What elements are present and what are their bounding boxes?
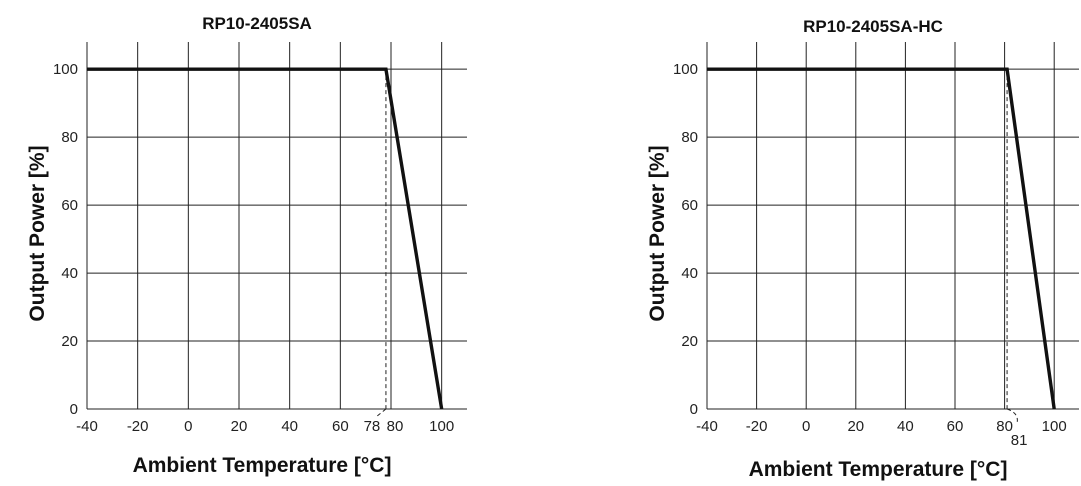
chart-1: RP10-2405SA -40 -20 0 20 40 60 80 100 0 20 40 60 80 10… <box>26 14 467 477</box>
x-tick-label: 40 <box>897 418 914 435</box>
y-tick-label: 60 <box>61 197 78 214</box>
x-tick-label: -20 <box>127 418 149 435</box>
x-tick-label: 60 <box>947 418 964 435</box>
annotation-leader <box>1006 408 1018 424</box>
x-tick-label: 80 <box>387 418 404 435</box>
chart-title: RP10-2405SA <box>202 14 312 33</box>
x-axis-label: Ambient Temperature [°C] <box>749 458 1008 481</box>
x-tick-label: 20 <box>231 418 248 435</box>
y-tick-label: 0 <box>70 401 78 418</box>
x-tick-label: 100 <box>1042 418 1067 435</box>
x-tick-label: 60 <box>332 418 349 435</box>
y-tick-label: 20 <box>61 333 78 350</box>
y-tick-label: 40 <box>61 265 78 282</box>
x-axis-label: Ambient Temperature [°C] <box>133 454 392 477</box>
x-tick-label: 80 <box>996 418 1013 435</box>
chart-2: RP10-2405SA-HC -40 -20 0 20 40 60 80 100 0 20 40 60 8… <box>646 17 1079 481</box>
y-axis-label: Output Power [%] <box>26 145 49 321</box>
x-tick-label: -20 <box>746 418 768 435</box>
y-tick-label: 100 <box>673 61 698 78</box>
x-tick-label: 100 <box>429 418 454 435</box>
chart-title: RP10-2405SA-HC <box>803 17 943 36</box>
y-tick-label: 80 <box>61 129 78 146</box>
series-line <box>87 67 444 410</box>
y-tick-label: 0 <box>690 401 698 418</box>
y-tick-label: 100 <box>53 61 78 78</box>
x-tick-label: 40 <box>281 418 298 435</box>
x-tick-label: 20 <box>847 418 864 435</box>
annotation-label: 81 <box>1011 432 1028 449</box>
y-axis-label: Output Power [%] <box>646 145 669 321</box>
series-line <box>707 67 1056 410</box>
x-tick-label: 0 <box>802 418 810 435</box>
y-tick-label: 60 <box>681 197 698 214</box>
annotation-label: 78 <box>364 418 381 435</box>
y-tick-label: 20 <box>681 333 698 350</box>
annotation-leader <box>375 408 387 418</box>
x-tick-label: 0 <box>184 418 192 435</box>
x-tick-label: -40 <box>696 418 718 435</box>
x-tick-label: -40 <box>76 418 98 435</box>
y-tick-label: 80 <box>681 129 698 146</box>
y-tick-label: 40 <box>681 265 698 282</box>
